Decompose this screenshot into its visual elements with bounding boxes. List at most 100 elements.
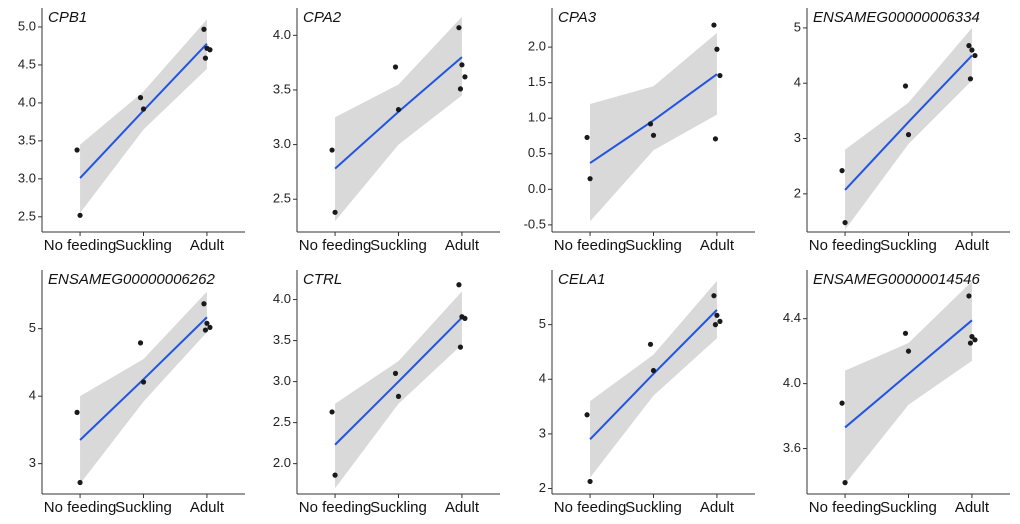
x-tick-label: Suckling (880, 237, 937, 254)
y-tick-label: 4.0 (273, 291, 291, 306)
x-tick-label: Adult (700, 237, 735, 254)
data-point (204, 320, 210, 326)
data-point (712, 136, 719, 142)
confidence-band (335, 291, 462, 489)
data-point (77, 479, 83, 486)
y-tick-label: 5 (794, 19, 801, 34)
confidence-band (590, 280, 717, 478)
confidence-band (845, 27, 972, 230)
data-point (137, 340, 144, 346)
confidence-band (80, 19, 207, 214)
confidence-band (335, 16, 462, 222)
y-tick-label: 2.5 (273, 414, 291, 429)
y-tick-label: 2.0 (273, 455, 291, 470)
data-point (967, 76, 974, 82)
y-tick-label: 4.5 (18, 56, 36, 71)
y-tick-label: -0.5 (524, 216, 546, 231)
y-tick-label: 2 (794, 185, 801, 200)
data-point (905, 348, 912, 354)
y-tick-label: 2.0 (528, 39, 546, 54)
data-point (966, 43, 972, 49)
data-point (329, 409, 335, 415)
panel-title: CPA2 (303, 9, 342, 26)
data-point (456, 282, 462, 288)
y-tick-label: 3 (539, 425, 546, 440)
data-point (202, 55, 209, 61)
data-point (587, 478, 593, 485)
confidence-band (80, 291, 207, 484)
panel-title: CPA3 (558, 9, 597, 26)
data-point (392, 370, 399, 376)
panel-title: ENSAMEG00000006334 (813, 9, 980, 26)
data-point (207, 47, 213, 53)
panel-title: CPB1 (48, 9, 87, 26)
y-tick-label: 3.5 (18, 132, 36, 147)
x-tick-label: No feeding (809, 237, 882, 254)
data-point (650, 132, 657, 138)
panel-title: CTRL (303, 271, 342, 288)
y-tick-label: 3.6 (783, 440, 801, 455)
x-tick-label: No feeding (44, 499, 117, 516)
data-point (711, 22, 717, 28)
x-tick-label: Adult (700, 499, 735, 516)
data-point (332, 472, 338, 478)
y-tick-label: 5 (29, 320, 36, 335)
confidence-band (845, 281, 972, 485)
data-point (459, 62, 465, 68)
fit-line (589, 309, 718, 441)
fit-line (844, 54, 973, 191)
data-point (332, 209, 338, 215)
y-tick-label: 4.0 (273, 27, 291, 42)
data-point (77, 212, 83, 218)
x-tick-label: Suckling (370, 237, 427, 254)
data-point (714, 312, 720, 318)
data-point (201, 26, 207, 32)
data-point (587, 176, 593, 182)
data-point (717, 318, 723, 324)
data-point (207, 324, 213, 330)
data-point (714, 46, 720, 52)
y-tick-label: 2 (539, 480, 546, 495)
x-tick-label: No feeding (299, 237, 372, 254)
data-point (392, 64, 399, 70)
data-point (647, 341, 654, 347)
data-point (647, 121, 654, 127)
data-point (717, 72, 723, 79)
data-point (905, 132, 912, 138)
data-point (584, 134, 590, 141)
data-point (839, 168, 845, 174)
fit-line (334, 316, 463, 446)
data-point (972, 337, 978, 343)
data-point (711, 293, 717, 299)
y-tick-label: 0.0 (528, 181, 546, 196)
x-tick-label: No feeding (554, 237, 627, 254)
x-tick-label: Adult (445, 237, 480, 254)
y-tick-label: 5.0 (18, 18, 36, 33)
data-point (902, 330, 909, 336)
x-tick-label: No feeding (809, 499, 882, 516)
data-point (329, 147, 335, 153)
x-tick-label: Suckling (115, 237, 172, 254)
panel-title: CELA1 (558, 271, 606, 288)
y-tick-label: 3 (794, 130, 801, 145)
x-tick-label: Adult (955, 499, 990, 516)
x-tick-label: Suckling (370, 499, 427, 516)
confidence-band (590, 32, 717, 222)
y-tick-label: 3.0 (273, 373, 291, 388)
data-point (842, 480, 848, 486)
data-point (969, 47, 975, 53)
y-tick-label: 3.0 (273, 136, 291, 151)
y-tick-label: 1.5 (528, 74, 546, 89)
data-point (140, 106, 147, 112)
x-tick-label: No feeding (554, 499, 627, 516)
data-point (457, 344, 464, 350)
x-tick-label: Suckling (625, 499, 682, 516)
data-point (972, 52, 978, 59)
y-tick-label: 3 (29, 455, 36, 470)
data-point (201, 301, 207, 307)
y-tick-label: 0.5 (528, 145, 546, 160)
x-tick-label: Suckling (880, 499, 937, 516)
panel-title: ENSAMEG00000014546 (813, 271, 980, 288)
data-point (967, 340, 974, 346)
